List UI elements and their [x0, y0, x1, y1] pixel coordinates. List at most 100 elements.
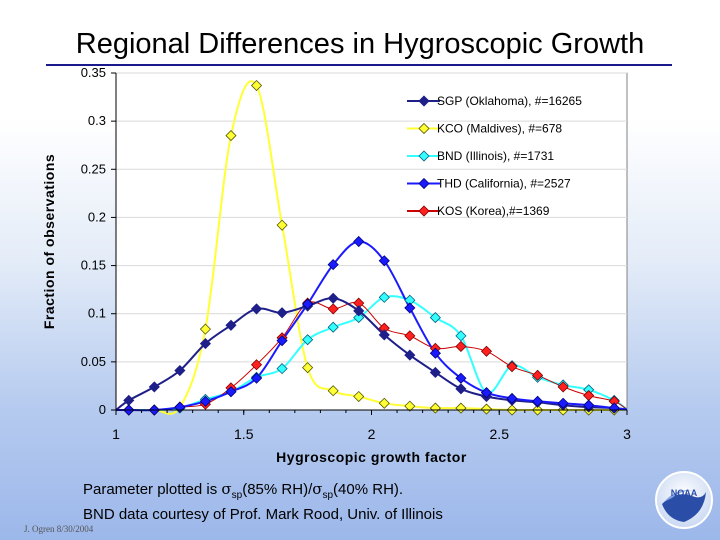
marker-thd [250, 372, 263, 384]
marker-kco [327, 385, 339, 397]
y-axis-label: Fraction of observations [41, 154, 57, 329]
marker-kos [327, 303, 339, 315]
gridlines [116, 72, 627, 363]
marker-thd [506, 392, 518, 405]
legend-marker-kco [418, 122, 430, 135]
series-line-sgp [115, 297, 628, 411]
marker-kos [506, 361, 518, 373]
marker-kco [199, 323, 211, 335]
marker-kos [557, 381, 569, 393]
marker-sgp [327, 292, 339, 304]
legend-marker-bnd [418, 150, 430, 162]
legend: SGP (Oklahoma), #=16265 KCO (Maldives), #… [407, 94, 582, 218]
marker-sgp [353, 305, 365, 317]
x-tick-label: 2 [368, 426, 376, 442]
marker-thd [353, 235, 365, 248]
marker-bnd [302, 334, 314, 346]
legend-marker-kos [418, 205, 430, 217]
marker-kco [455, 402, 467, 414]
marker-kco [480, 403, 493, 415]
marker-sgp [276, 307, 288, 319]
slide-title: Regional Differences in Hygroscopic Grow… [75, 28, 645, 60]
rh40-text: (40% RH). [333, 481, 404, 498]
marker-thd [429, 347, 441, 359]
tick-labels: 0 0.05 0.1 0.15 0.2 0.25 0.3 0.35 1 1.5 2 2.5 3 [81, 65, 631, 442]
y-tick-label: 0.05 [81, 354, 106, 369]
y-tick-label: 0.15 [81, 258, 106, 273]
footnote-line-1: Parameter plotted is σsp(85% RH)/σsp(40%… [83, 480, 443, 505]
marker-kos [404, 330, 416, 342]
y-tick-label: 0.35 [81, 65, 106, 80]
x-tick-label: 2.5 [490, 426, 510, 442]
marker-bnd [429, 312, 441, 324]
marker-sgp [429, 366, 441, 379]
marker-kos [532, 369, 544, 381]
marker-sgp [174, 364, 186, 377]
legend-marker-thd [418, 177, 430, 190]
marker-bnd [327, 321, 339, 333]
noaa-logo-text: NOAA [671, 488, 698, 498]
x-tick-label: 1.5 [234, 426, 254, 442]
marker-kos [455, 340, 467, 353]
legend-label-kco: KCO (Maldives), #=678 [437, 122, 562, 136]
x-tick-label: 3 [623, 426, 631, 442]
marker-kco [302, 362, 314, 374]
marker-thd [225, 386, 237, 398]
y-tick-label: 0.2 [88, 209, 106, 224]
marker-sgp [404, 349, 416, 361]
y-tick-label: 0.25 [81, 161, 106, 176]
y-tick-label: 0.3 [88, 113, 106, 128]
marker-thd [302, 298, 314, 310]
marker-thd [404, 302, 416, 314]
marker-kco [353, 390, 365, 403]
marker-sgp [225, 319, 237, 331]
footnote-prefix: Parameter plotted is [83, 481, 222, 498]
footnote-line-2: BND data courtesy of Prof. Mark Rood, Un… [83, 506, 443, 523]
series-line-thd [116, 240, 628, 412]
legend-label-sgp: SGP (Oklahoma), #=16265 [437, 94, 582, 108]
y-tick-label: 0 [99, 402, 106, 417]
marker-kos [250, 359, 263, 371]
series-markers [123, 79, 620, 416]
title-underline [46, 64, 672, 66]
subscript-sp: sp [322, 490, 334, 501]
legend-marker-sgp [418, 95, 430, 107]
chart: 0 0.05 0.1 0.15 0.2 0.25 0.3 0.35 1 1.5 2 2.5 3 SGP … [41, 65, 631, 465]
marker-thd [327, 259, 339, 271]
sigma-symbol: σ [221, 480, 232, 498]
marker-kco [250, 79, 263, 92]
noaa-logo-icon: NOAA [655, 471, 713, 529]
marker-sgp [250, 303, 263, 315]
rh85-text: (85% RH)/ [242, 481, 313, 498]
marker-sgp [199, 337, 211, 350]
marker-thd [557, 397, 569, 409]
footnote: Parameter plotted is σsp(85% RH)/σsp(40%… [83, 480, 443, 524]
marker-kco [404, 400, 416, 412]
marker-bnd [378, 291, 390, 303]
marker-sgp [148, 381, 160, 393]
marker-bnd [276, 363, 288, 375]
marker-kco [378, 397, 390, 409]
x-axis-label: Hygroscopic growth factor [276, 449, 467, 465]
marker-thd [455, 372, 467, 384]
marker-thd [378, 255, 390, 267]
marker-sgp [378, 329, 390, 341]
marker-sgp [455, 383, 467, 395]
subscript-sp: sp [231, 490, 243, 501]
sigma-symbol: σ [312, 480, 323, 498]
marker-kos [480, 345, 493, 357]
marker-thd [199, 395, 211, 407]
marker-bnd [353, 312, 365, 324]
legend-label-kos: KOS (Korea),#=1369 [437, 204, 550, 218]
marker-thd [532, 395, 544, 407]
marker-thd [608, 402, 620, 414]
marker-bnd [455, 330, 467, 342]
author-credit: J. Ogren 8/30/2004 [24, 524, 94, 534]
x-tick-label: 1 [112, 426, 120, 442]
marker-thd [480, 387, 493, 399]
series-line-kos [116, 301, 628, 411]
legend-label-thd: THD (California), #=2527 [437, 177, 571, 191]
marker-kco [225, 130, 237, 142]
legend-label-bnd: BND (Illinois), #=1731 [437, 149, 554, 163]
marker-thd [276, 335, 288, 347]
